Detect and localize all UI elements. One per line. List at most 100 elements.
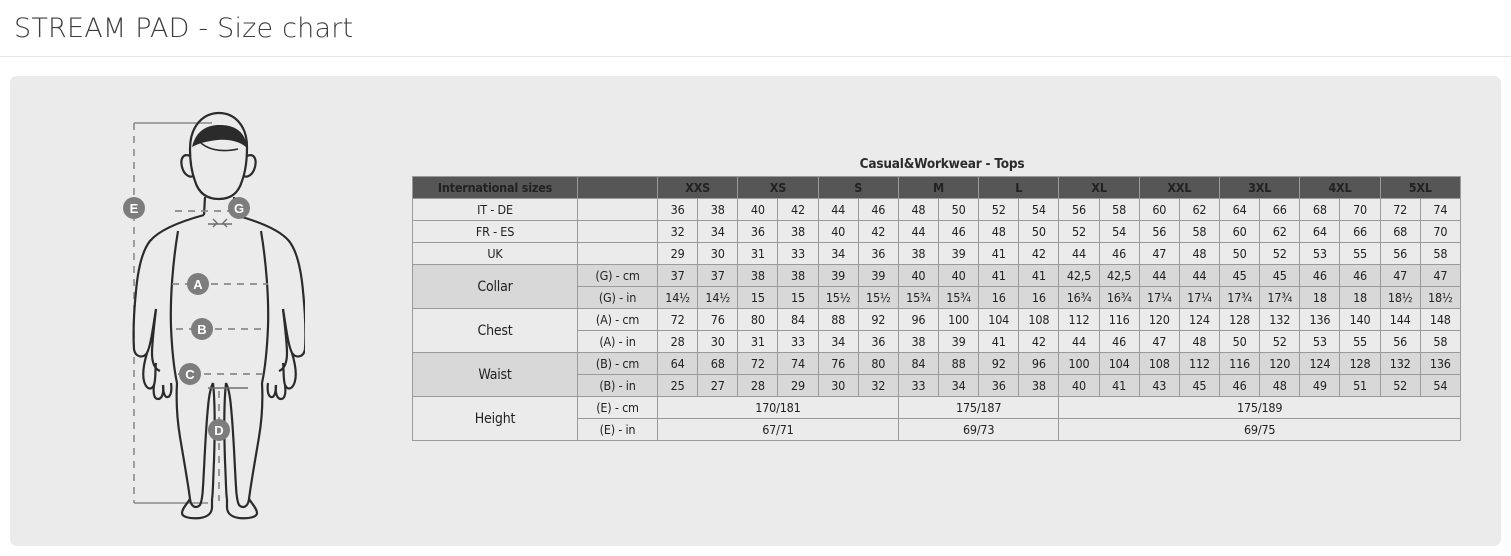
table-cell: 28: [656, 330, 699, 353]
table-cell: 15: [737, 286, 779, 309]
table-cell: 76: [817, 352, 859, 375]
table-cell: 16: [1018, 286, 1060, 309]
table-cell: 92: [857, 308, 899, 331]
table-cell: 42: [1018, 330, 1060, 353]
table-row: FR - ES 32 34 36 38 40 42 44 46 48 50 52 54 56 58 60 62 6…: [412, 220, 1461, 243]
table-cell-merged: 67/71: [657, 418, 899, 441]
table-cell: 52: [1259, 242, 1301, 265]
table-cell: 72: [1379, 198, 1421, 221]
table-cell: 80: [737, 308, 779, 331]
table-cell: 68: [1379, 220, 1421, 243]
table-cell: 46: [937, 220, 980, 243]
table-cell: 36: [857, 330, 899, 353]
table-cell: 48: [978, 220, 1020, 243]
page-header: STREAM PAD - Size chart: [0, 0, 1511, 57]
svg-text:D: D: [214, 423, 223, 438]
table-cell: 29: [777, 374, 819, 397]
table-cell: 41: [978, 242, 1020, 265]
table-header-size-xl: XL: [1058, 176, 1140, 199]
row-label: Chest: [412, 308, 578, 353]
table-cell-merged: 69/73: [897, 418, 1060, 441]
table-cell: 42: [857, 220, 899, 243]
table-header-size-3xl: 3XL: [1219, 176, 1301, 199]
table-cell: 16: [978, 286, 1020, 309]
table-cell-merged: 175/187: [897, 396, 1060, 419]
table-cell: 50: [937, 198, 980, 221]
table-cell: 104: [1098, 352, 1140, 375]
table-cell: 46: [1219, 374, 1261, 397]
table-cell: 18: [1339, 286, 1381, 309]
table-cell: 42: [777, 198, 819, 221]
table-cell: 17¼: [1138, 286, 1180, 309]
table-cell: 74: [777, 352, 819, 375]
table-cell: 96: [897, 308, 940, 331]
table-cell: 104: [978, 308, 1020, 331]
table-cell: 62: [1259, 220, 1301, 243]
table-cell: 39: [937, 330, 980, 353]
table-cell: 30: [697, 242, 739, 265]
table-cell: 40: [817, 220, 859, 243]
row-measure: (G) - in: [577, 286, 658, 309]
table-cell: 70: [1419, 220, 1461, 243]
table-cell: 64: [1299, 220, 1341, 243]
table-cell: 68: [697, 352, 739, 375]
table-cell: 50: [1219, 330, 1261, 353]
table-cell: 55: [1339, 330, 1381, 353]
table-cell: 136: [1419, 352, 1461, 375]
table-cell: 47: [1138, 330, 1180, 353]
table-cell: 33: [897, 374, 940, 397]
table-cell: 68: [1299, 198, 1341, 221]
table-cell: 45: [1259, 264, 1301, 287]
table-cell: 45: [1219, 264, 1261, 287]
body-figure-svg: E G A B C D: [123, 111, 305, 520]
table-cell: 16¾: [1058, 286, 1100, 309]
row-label: IT - DE: [412, 198, 578, 221]
table-cell: 62: [1178, 198, 1221, 221]
table-cell: 34: [697, 220, 739, 243]
row-measure: [577, 220, 658, 243]
table-cell: 40: [737, 198, 779, 221]
table-cell: 33: [777, 242, 819, 265]
table-cell: 15¾: [897, 286, 940, 309]
table-header-international-sizes: International sizes: [412, 176, 578, 199]
table-cell: 60: [1138, 198, 1180, 221]
table-cell: 51: [1339, 374, 1381, 397]
table-cell-merged: 170/181: [657, 396, 899, 419]
table-cell: 38: [1018, 374, 1060, 397]
table-cell: 48: [1259, 374, 1301, 397]
table-cell: 46: [1299, 264, 1341, 287]
table-header-size-5xl: 5XL: [1379, 176, 1461, 199]
table-cell: 64: [1219, 198, 1261, 221]
table-cell: 46: [1098, 242, 1140, 265]
table-cell-merged: 69/75: [1058, 418, 1461, 441]
table-cell: 116: [1098, 308, 1140, 331]
table-cell: 44: [817, 198, 859, 221]
row-measure: (A) - in: [577, 330, 658, 353]
table-cell: 60: [1219, 220, 1261, 243]
table-cell: 15½: [857, 286, 899, 309]
table-cell: 66: [1259, 198, 1301, 221]
marker-c: C: [179, 363, 201, 385]
table-cell: 44: [1058, 242, 1100, 265]
table-cell: 14½: [697, 286, 739, 309]
row-label: Waist: [412, 352, 578, 397]
table-cell: 88: [937, 352, 980, 375]
table-cell: 31: [737, 330, 779, 353]
table-cell: 56: [1379, 330, 1421, 353]
table-cell: 44: [1058, 330, 1100, 353]
svg-text:G: G: [234, 201, 244, 216]
table-cell: 46: [1339, 264, 1381, 287]
table-cell: 41: [978, 264, 1020, 287]
table-header-size-s: S: [817, 176, 899, 199]
row-measure: (B) - in: [577, 374, 658, 397]
table-cell: 29: [656, 242, 699, 265]
table-cell: 38: [737, 264, 779, 287]
table-cell: 54: [1018, 198, 1060, 221]
table-row: (E) - in 67/71 69/73 69/75: [413, 418, 1461, 441]
table-cell: 40: [1058, 374, 1100, 397]
table-cell: 58: [1178, 220, 1221, 243]
table-cell: 96: [1018, 352, 1060, 375]
table-cell: 38: [777, 264, 819, 287]
table-row: Height (E) - cm 170/181 175/187 175/189: [412, 396, 1461, 441]
table-cell: 41: [978, 330, 1020, 353]
